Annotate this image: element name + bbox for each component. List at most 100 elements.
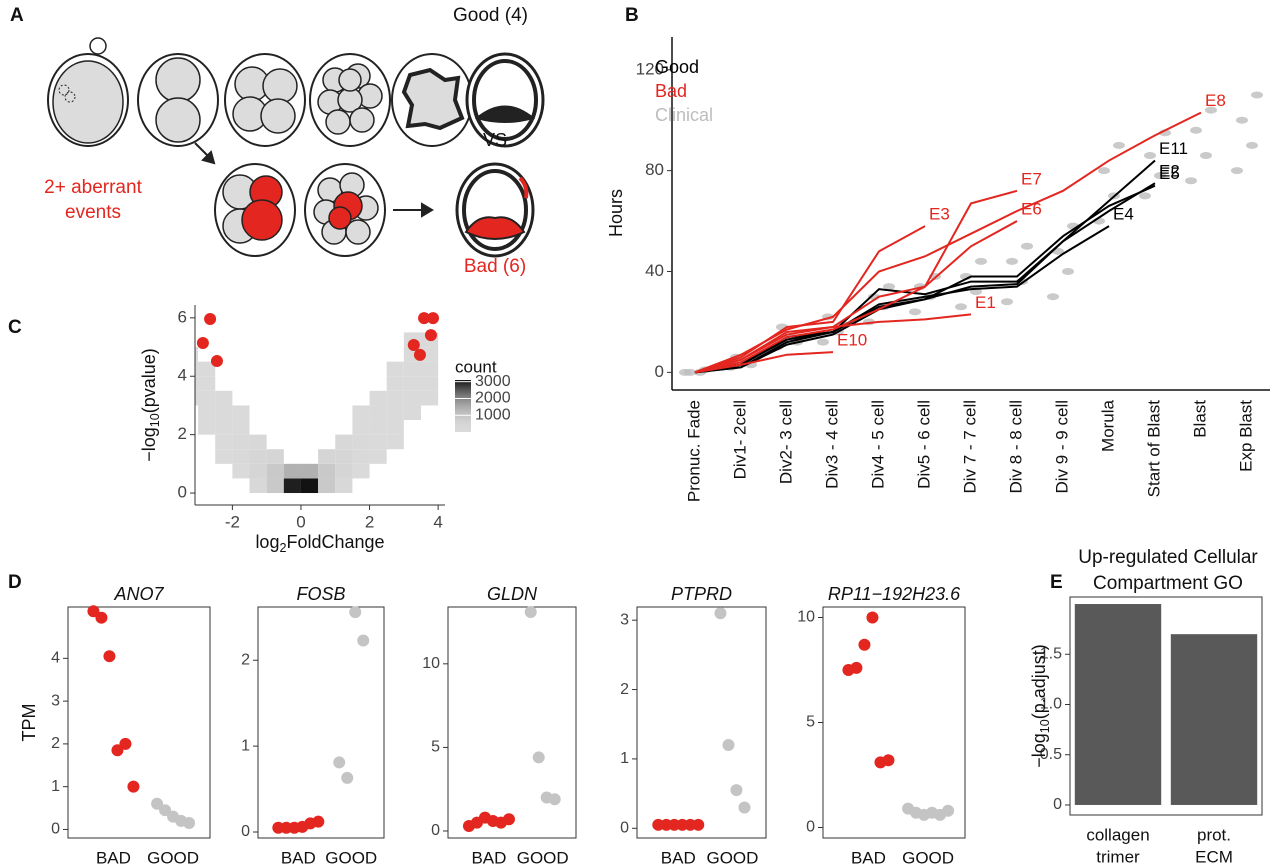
- plot-frame: [67, 606, 211, 839]
- y-tick-label: 0: [178, 483, 187, 502]
- series-label: E1: [975, 293, 996, 312]
- significant-point: [407, 339, 420, 351]
- heat-cell: [300, 478, 319, 494]
- plot-frame: [636, 606, 767, 839]
- point: [349, 606, 362, 619]
- y-tick-label: 2: [241, 651, 250, 668]
- y-axis-label-part: 10: [148, 413, 162, 427]
- x-tick-label: 4: [433, 512, 442, 531]
- x-axis-label: log2FoldChange: [255, 532, 384, 556]
- point: [850, 661, 863, 674]
- x-tick-label: GOOD: [902, 848, 954, 867]
- plot-title: Compartment GO: [1093, 573, 1243, 594]
- legend-label: Good: [655, 57, 699, 77]
- y-tick-label: 0: [241, 823, 250, 840]
- series-line: [694, 111, 1202, 374]
- clinical-point: [955, 303, 967, 311]
- point: [183, 817, 196, 830]
- y-tick-label: 0: [655, 362, 664, 381]
- clinical-point: [1205, 106, 1217, 114]
- x-tick-label: Pronuc. Fade: [684, 400, 703, 502]
- y-axis-label-part: 10: [1038, 719, 1052, 733]
- x-tick-label: GOOD: [517, 848, 569, 867]
- panel-label: E: [1050, 572, 1063, 593]
- heat-cell: [386, 361, 404, 377]
- colorbar: [455, 380, 471, 432]
- y-tick-label: 0.5: [1040, 746, 1062, 763]
- x-tick-label: ECM: [1195, 847, 1233, 866]
- panel-label: C: [8, 317, 22, 338]
- point: [357, 634, 370, 647]
- x-tick-label: BAD: [281, 848, 316, 867]
- y-tick-label: 80: [645, 160, 664, 179]
- clinical-point: [817, 338, 829, 346]
- y-tick-label: 1.5: [1040, 645, 1062, 662]
- clinical-point: [909, 308, 921, 316]
- heat-cell: [198, 420, 216, 435]
- clinical-point: [1251, 91, 1263, 99]
- heat-cell: [318, 478, 336, 494]
- clinical-point: [1098, 167, 1110, 175]
- x-tick-label: GOOD: [325, 848, 377, 867]
- y-axis-label-part: −log: [1029, 733, 1049, 768]
- heat-cell: [369, 420, 387, 435]
- heat-cell: [352, 449, 370, 464]
- heat-cell: [195, 390, 199, 406]
- plot-title: RP11−192H23.6: [828, 584, 961, 604]
- panel-label: D: [8, 572, 22, 593]
- heat-cell: [352, 420, 370, 435]
- y-axis-label-part: (pvalue): [139, 348, 159, 413]
- cell: [52, 60, 124, 144]
- heat-cell: [232, 463, 250, 479]
- heat-cell: [403, 361, 421, 377]
- y-tick-label: 2: [51, 735, 60, 752]
- heat-cell: [266, 449, 284, 464]
- heat-cell: [198, 390, 216, 406]
- heat-cell: [420, 361, 439, 377]
- clinical-point: [1200, 152, 1212, 160]
- pronucleus: [64, 91, 76, 103]
- plot-title: PTPRD: [671, 584, 732, 604]
- clinical-point: [1246, 141, 1258, 149]
- heat-cell: [195, 361, 199, 377]
- heat-cell: [403, 405, 421, 421]
- panel-label: A: [10, 5, 24, 26]
- x-tick-label: BAD: [471, 848, 506, 867]
- series-label: E11: [1159, 139, 1188, 158]
- point: [866, 611, 879, 624]
- x-tick-label: Div2- 3 cell: [776, 400, 795, 484]
- significant-point: [196, 336, 209, 349]
- pronucleus: [58, 84, 70, 96]
- plot-title: GLDN: [487, 584, 538, 604]
- series-line: [694, 184, 1156, 374]
- bad-label: Bad (6): [464, 256, 526, 277]
- clinical-point: [1144, 152, 1156, 160]
- cell: [262, 68, 298, 104]
- significant-point: [413, 348, 426, 361]
- heat-cell: [249, 449, 267, 464]
- clinical-point: [1190, 126, 1202, 134]
- plot-frame: [822, 606, 966, 839]
- y-axis-label-part: −log: [139, 427, 159, 462]
- heat-cell: [386, 376, 404, 391]
- heat-cell: [283, 463, 301, 479]
- point: [119, 737, 132, 750]
- y-tick-label: 0: [1053, 796, 1062, 813]
- point: [532, 751, 545, 764]
- aberrant-label: events: [65, 202, 121, 223]
- y-tick-label: 4: [178, 366, 187, 385]
- series-label: E10: [837, 331, 867, 350]
- heat-cell: [403, 390, 421, 406]
- x-tick-label: Div4 - 5 cell: [868, 400, 887, 489]
- y-tick-label: 0: [620, 820, 629, 837]
- colorbar-tick-label: 1000: [475, 406, 511, 423]
- point: [502, 813, 515, 826]
- series-label: E2: [1159, 162, 1180, 181]
- heat-cell: [352, 434, 370, 450]
- legend-label: Clinical: [655, 105, 713, 125]
- point: [722, 739, 735, 752]
- good-label: Good (4): [453, 5, 528, 26]
- colorbar-tick-label: 2000: [475, 390, 511, 407]
- heat-cell: [232, 405, 250, 421]
- heat-cell: [352, 463, 370, 479]
